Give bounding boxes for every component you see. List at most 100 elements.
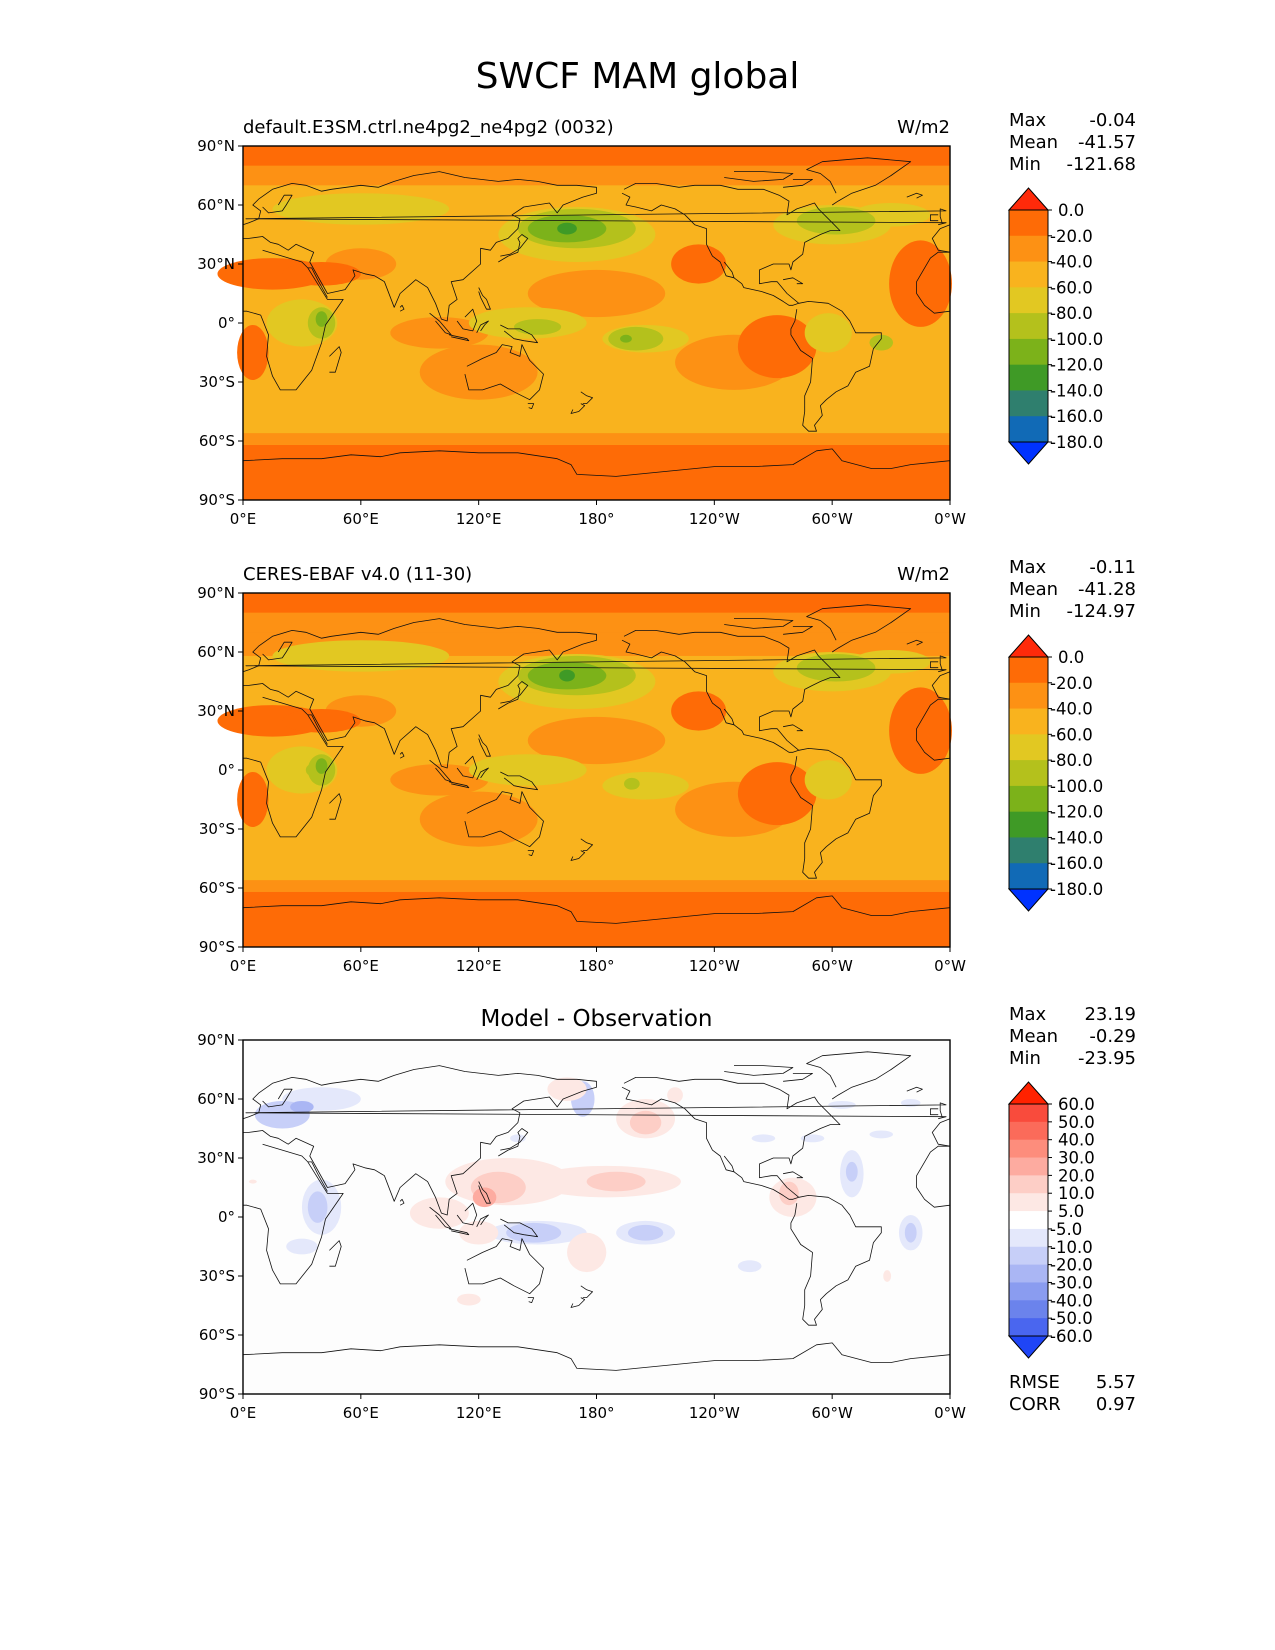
negative-anomaly [751, 1134, 776, 1143]
x-tick-label: 60°E [343, 510, 379, 528]
colorbar-swatch [1009, 338, 1048, 366]
y-tick-label: 30°N [197, 255, 235, 273]
contour-region [602, 771, 689, 800]
contour-region [390, 317, 489, 349]
contour-region [305, 764, 318, 776]
coastline [906, 192, 923, 199]
x-tick-label: 120°E [456, 957, 502, 975]
panel-extra-stats: RMSE 5.57 CORR 0.97 [1009, 1372, 1136, 1416]
coastline [790, 747, 882, 879]
colorbar-swatch [1009, 785, 1048, 813]
positive-anomaly [667, 1087, 683, 1103]
colorbar-swatch [1009, 313, 1048, 340]
colorbar-swatch [1009, 416, 1048, 443]
contour-region [671, 691, 727, 731]
colorbar-swatch [1009, 210, 1048, 237]
coastline [478, 287, 491, 310]
negative-anomaly [869, 1130, 894, 1139]
contour-region [315, 311, 328, 327]
contour-band [243, 612, 950, 637]
stat-label: Mean [1009, 1026, 1059, 1047]
colorbar-diff: 60.050.040.030.020.010.05.0-5.0-10.0-20.… [1007, 1081, 1095, 1359]
colorbar-extend-min [1007, 441, 1050, 465]
colorbar-obs: 0.0 -20.0 -40.0 -60.0 -80.0 -100.0 -120.0 -140.… [1007, 634, 1103, 912]
x-tick-label: 0°E [230, 510, 257, 528]
x-tick-label: 120°E [456, 510, 502, 528]
coastline [399, 304, 405, 312]
colorbar-swatch [1009, 1157, 1048, 1176]
coastline [456, 755, 478, 779]
negative-anomaly [904, 1222, 917, 1243]
stat-value: 0.97 [1095, 1394, 1136, 1415]
colorbar-model: 0.0 -20.0 -40.0 -60.0 -80.0 -100.0 -120.0 -140.… [1007, 187, 1103, 465]
colorbar-label: -5.0 [1050, 1220, 1082, 1239]
positive-anomaly [547, 1077, 587, 1101]
stat-value: -41.28 [1077, 579, 1136, 600]
coastline [243, 696, 344, 838]
coastline [783, 179, 813, 188]
y-tick-label: 0° [218, 314, 235, 332]
stat-value: -23.95 [1077, 1048, 1136, 1069]
colorbar-swatch [1009, 1175, 1048, 1194]
coastline [931, 224, 951, 253]
colorbar-label: -30.0 [1050, 1273, 1093, 1292]
colorbar-label: 40.0 [1058, 1131, 1095, 1150]
y-tick-label: 60°S [199, 1326, 235, 1344]
negative-anomaly [506, 1222, 562, 1243]
stat-label: Max [1009, 557, 1047, 578]
panel-stats: Max -0.04 Mean -41.57 Min -121.68 [1009, 110, 1136, 176]
x-tick-label: 180° [578, 957, 614, 975]
stat-value: -0.04 [1089, 110, 1136, 131]
negative-anomaly [290, 1100, 314, 1113]
y-tick-label: 30°S [199, 820, 235, 838]
colorbar-swatch [1009, 1300, 1048, 1319]
positive-anomaly [629, 1110, 662, 1135]
stat-label: Min [1009, 154, 1041, 175]
colorbar-extend-max [1007, 1081, 1050, 1105]
coastline [500, 1218, 539, 1238]
y-tick-label: 60°N [197, 643, 235, 661]
stat-value: -124.97 [1066, 601, 1136, 622]
coastline [783, 277, 804, 285]
figure-title: SWCF MAM global [475, 56, 800, 97]
colorbar-label: -120.0 [1050, 803, 1103, 822]
contour-band [243, 433, 950, 445]
coastline [245, 1102, 947, 1120]
x-tick-label: 180° [578, 1404, 614, 1422]
coastline [243, 249, 344, 391]
colorbar-label: -160.0 [1050, 407, 1103, 426]
map-model-swcf: 0°E 60°E 120°E 180° 120°W 60°W 0°W 90°N 60°N 30°N… [197, 137, 966, 528]
colorbar-label: -20.0 [1050, 1256, 1093, 1275]
colorbar-label: -160.0 [1050, 854, 1103, 873]
field-layer [217, 593, 952, 947]
coastline [245, 208, 947, 226]
colorbar-swatch [1009, 682, 1048, 710]
colorbar-label: 0.0 [1058, 648, 1084, 667]
contour-region [237, 324, 269, 381]
contour-band [243, 1040, 950, 1394]
coastline [500, 324, 539, 344]
coastline [242, 618, 597, 769]
coastline [570, 1297, 586, 1308]
y-tick-label: 30°N [197, 1149, 235, 1167]
negative-anomaly [627, 1224, 664, 1241]
coastline [527, 850, 535, 857]
coastline [329, 793, 342, 820]
negative-anomaly [307, 1191, 328, 1223]
coastline [527, 403, 535, 410]
negative-anomaly [286, 1238, 318, 1255]
colorbar-label: 20.0 [1058, 1166, 1095, 1185]
x-tick-label: 120°W [689, 1404, 740, 1422]
colorbar-swatch [1009, 811, 1048, 838]
coastline [242, 171, 597, 322]
panel-units: W/m2 [897, 564, 950, 585]
coastline [307, 714, 328, 745]
coastline [399, 751, 405, 759]
coastline [783, 1073, 813, 1082]
colorbar-label: -100.0 [1050, 330, 1103, 349]
colorbar-swatch [1009, 1282, 1048, 1301]
stat-value: -121.68 [1066, 154, 1136, 175]
y-tick-label: 0° [218, 761, 235, 779]
coastline [449, 781, 470, 789]
y-tick-label: 60°S [199, 879, 235, 897]
